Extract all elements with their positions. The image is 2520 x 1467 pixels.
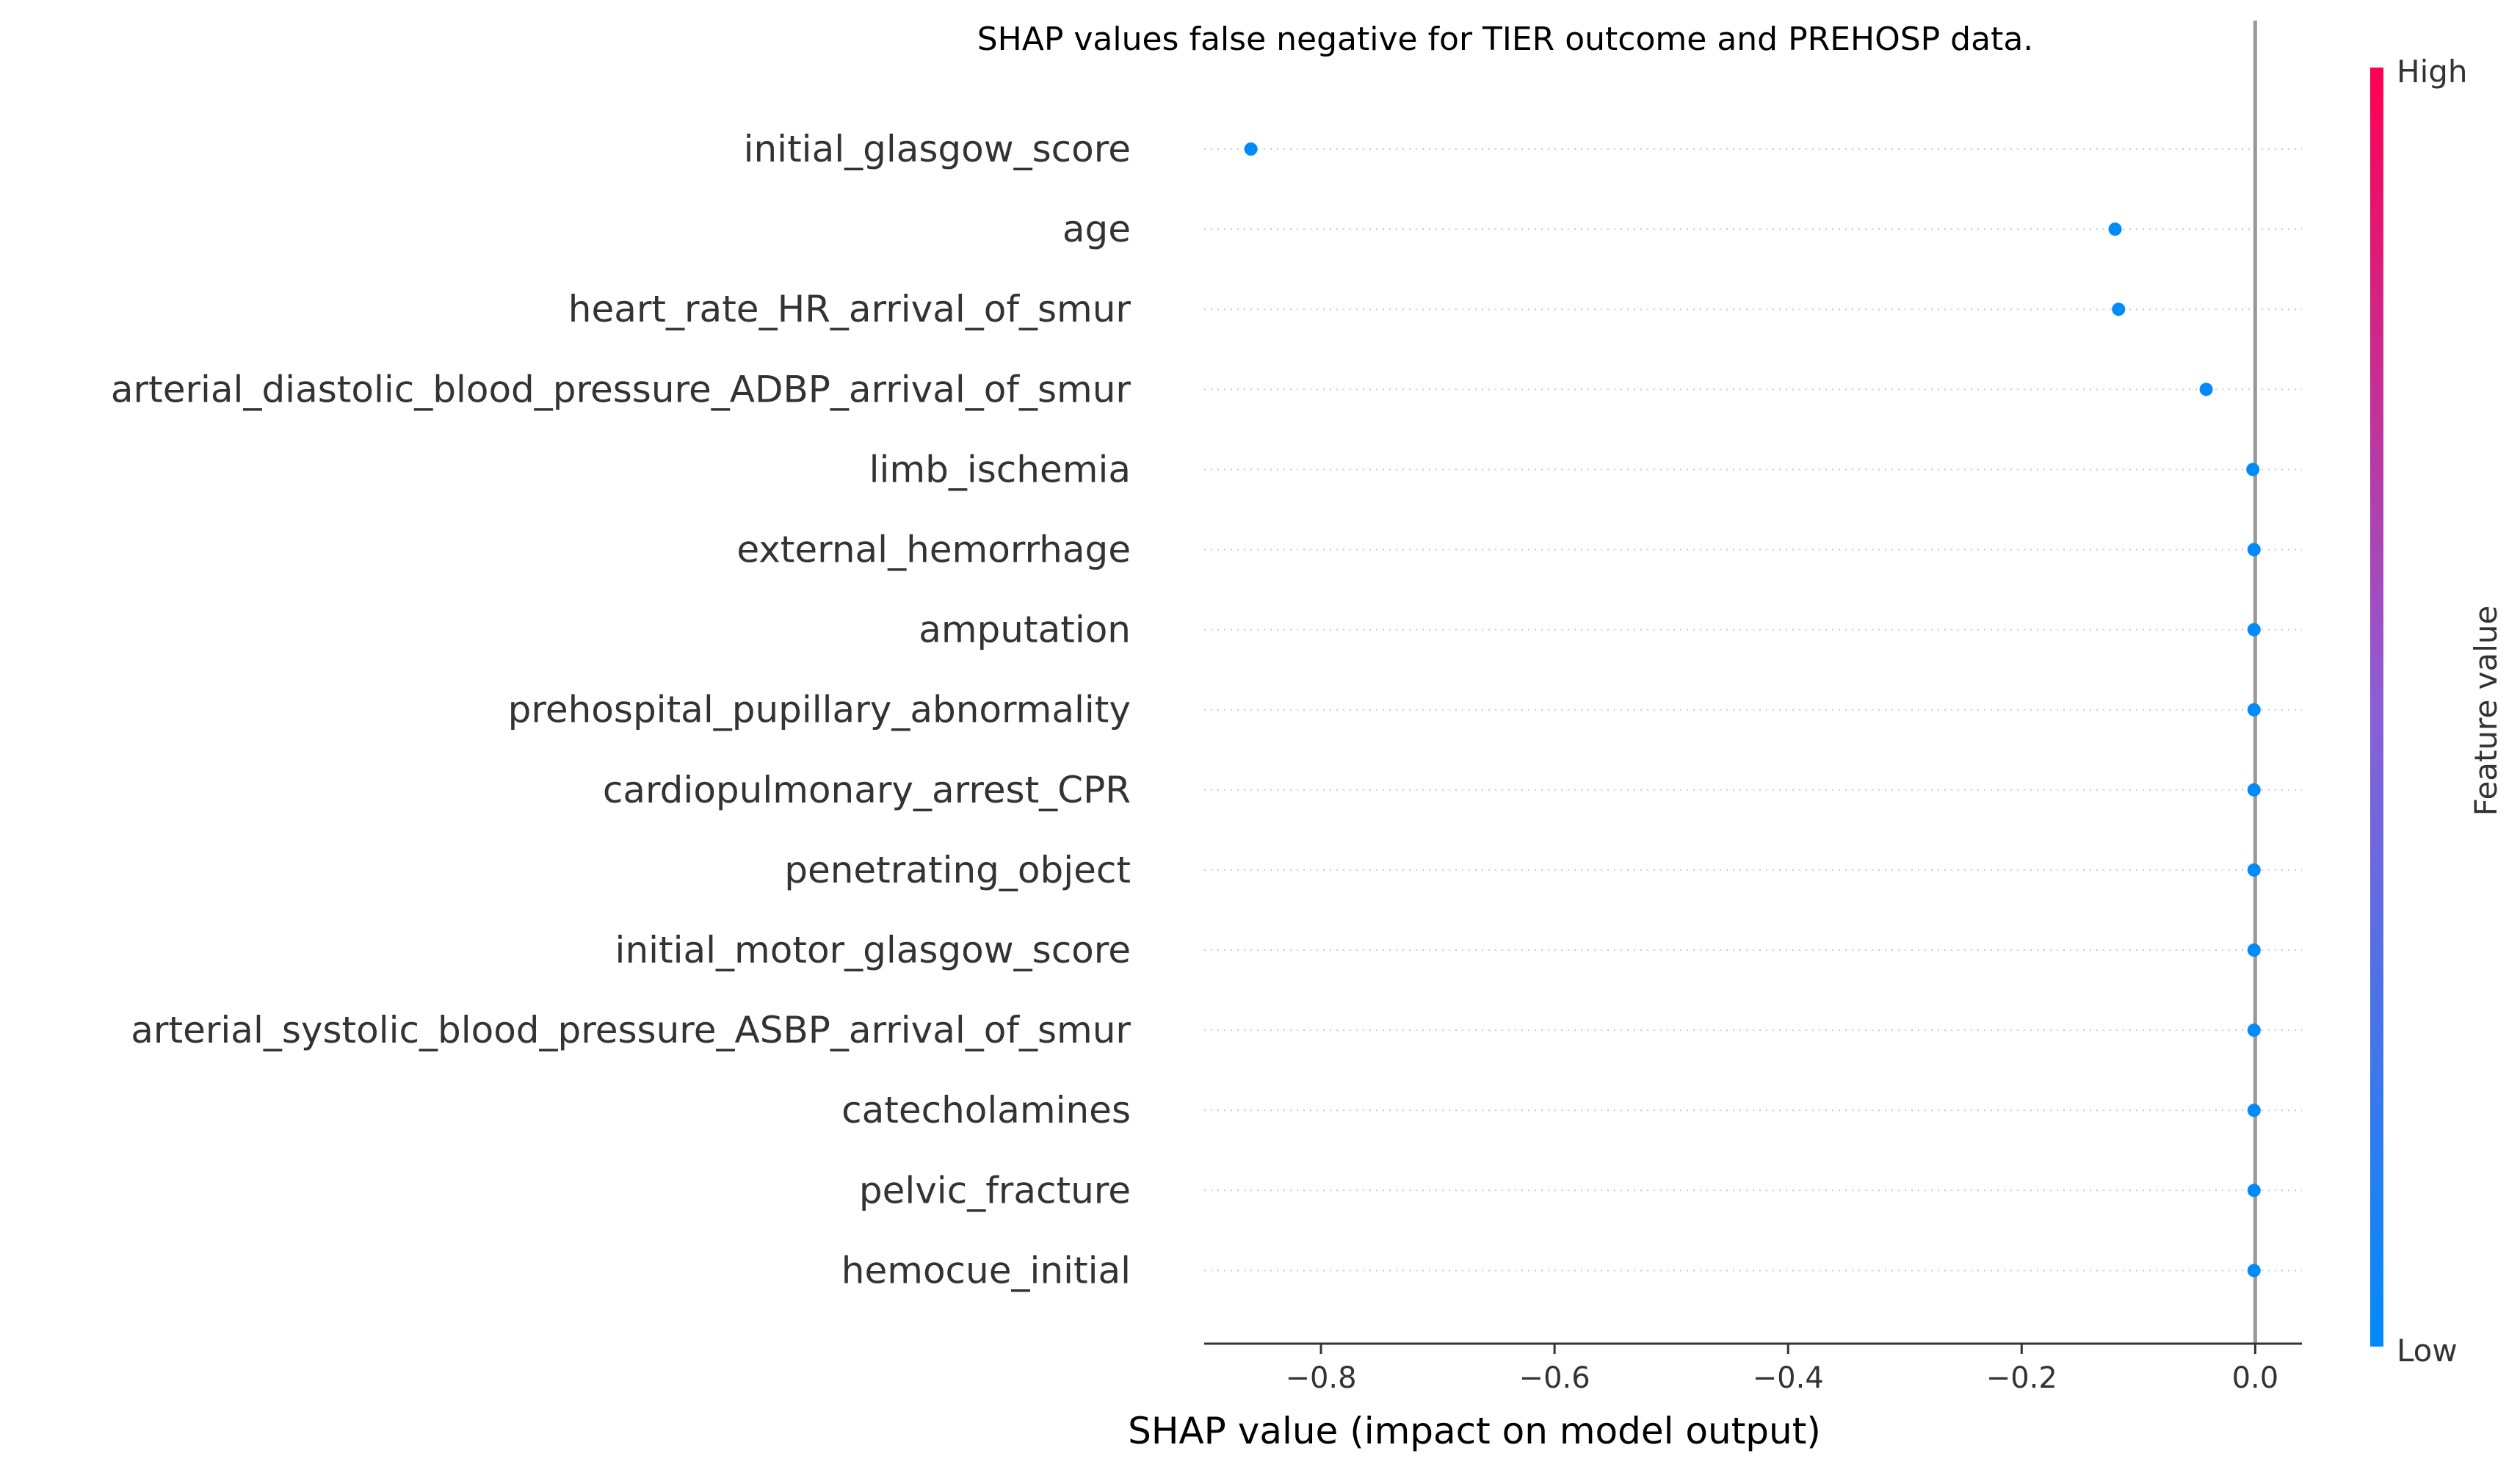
colorbar-low-label: Low	[2397, 1333, 2458, 1369]
feature-label: amputation	[919, 609, 1131, 651]
feature-label: heart_rate_HR_arrival_of_smur	[568, 288, 1132, 330]
shap-point	[2247, 1264, 2261, 1278]
points	[1244, 142, 2261, 1278]
shap-point	[2247, 1104, 2261, 1118]
feature-label: arterial_diastolic_blood_pressure_ADBP_a…	[111, 368, 1132, 410]
shap-point	[2108, 222, 2122, 236]
x-tick-label: −0.2	[1986, 1361, 2057, 1395]
feature-label: initial_glasgow_score	[744, 128, 1131, 170]
shap-point	[2247, 1024, 2261, 1037]
shap-point	[2247, 943, 2261, 957]
x-tick-label: −0.8	[1285, 1361, 1356, 1395]
feature-label: penetrating_object	[784, 849, 1131, 891]
feature-label: external_hemorrhage	[736, 529, 1131, 571]
x-tick-label: −0.4	[1753, 1361, 1824, 1395]
feature-label: limb_ischemia	[869, 448, 1131, 490]
shap-point	[2247, 1184, 2261, 1198]
shap-point	[1244, 142, 1258, 156]
colorbar-axis-label: Feature value	[2468, 606, 2504, 816]
shap-point	[2247, 863, 2261, 877]
shap-point	[2247, 623, 2261, 637]
feature-label: cardiopulmonary_arrest_CPR	[603, 769, 1131, 811]
colorbar-high-label: High	[2397, 54, 2468, 90]
feature-label: arterial_systolic_blood_pressure_ASBP_ar…	[131, 1009, 1131, 1051]
x-tick-label: −0.6	[1519, 1361, 1590, 1395]
feature-label: pelvic_fracture	[859, 1169, 1131, 1211]
colorbar	[2370, 68, 2383, 1347]
x-axis-label: SHAP value (impact on model output)	[1128, 1410, 1821, 1452]
feature-label: catecholamines	[841, 1089, 1131, 1131]
feature-label: initial_motor_glasgow_score	[615, 929, 1131, 971]
shap-point	[2247, 783, 2261, 797]
x-axis: −0.8 −0.6 −0.4 −0.2 0.0	[1204, 1342, 2302, 1395]
shap-point	[2246, 463, 2260, 477]
feature-label: hemocue_initial	[841, 1249, 1131, 1292]
feature-label: prehospital_pupillary_abnormality	[508, 689, 1131, 731]
shap-point	[2247, 543, 2261, 557]
chart-title: SHAP values false negative for TIER outc…	[977, 21, 2034, 58]
shap-point	[2112, 303, 2126, 316]
shap-point	[2247, 703, 2261, 717]
feature-label: age	[1062, 208, 1131, 250]
x-tick-label: 0.0	[2232, 1361, 2279, 1395]
shap-point	[2199, 383, 2213, 396]
